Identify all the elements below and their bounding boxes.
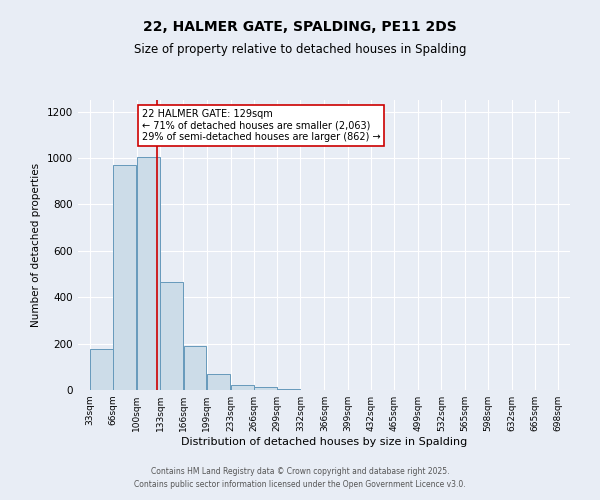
Text: Contains public sector information licensed under the Open Government Licence v3: Contains public sector information licen… [134,480,466,489]
Bar [207,374,230,390]
Bar [160,282,183,390]
Text: 22, HALMER GATE, SPALDING, PE11 2DS: 22, HALMER GATE, SPALDING, PE11 2DS [143,20,457,34]
Text: Size of property relative to detached houses in Spalding: Size of property relative to detached ho… [134,42,466,56]
Bar [231,386,254,390]
Bar [137,157,160,390]
Y-axis label: Number of detached properties: Number of detached properties [31,163,41,327]
Bar [254,386,277,390]
Bar [90,350,113,390]
X-axis label: Distribution of detached houses by size in Spalding: Distribution of detached houses by size … [181,437,467,447]
Text: Contains HM Land Registry data © Crown copyright and database right 2025.: Contains HM Land Registry data © Crown c… [151,467,449,476]
Bar [184,346,206,390]
Bar [277,389,300,390]
Bar [113,165,136,390]
Text: 22 HALMER GATE: 129sqm
← 71% of detached houses are smaller (2,063)
29% of semi-: 22 HALMER GATE: 129sqm ← 71% of detached… [142,108,380,142]
